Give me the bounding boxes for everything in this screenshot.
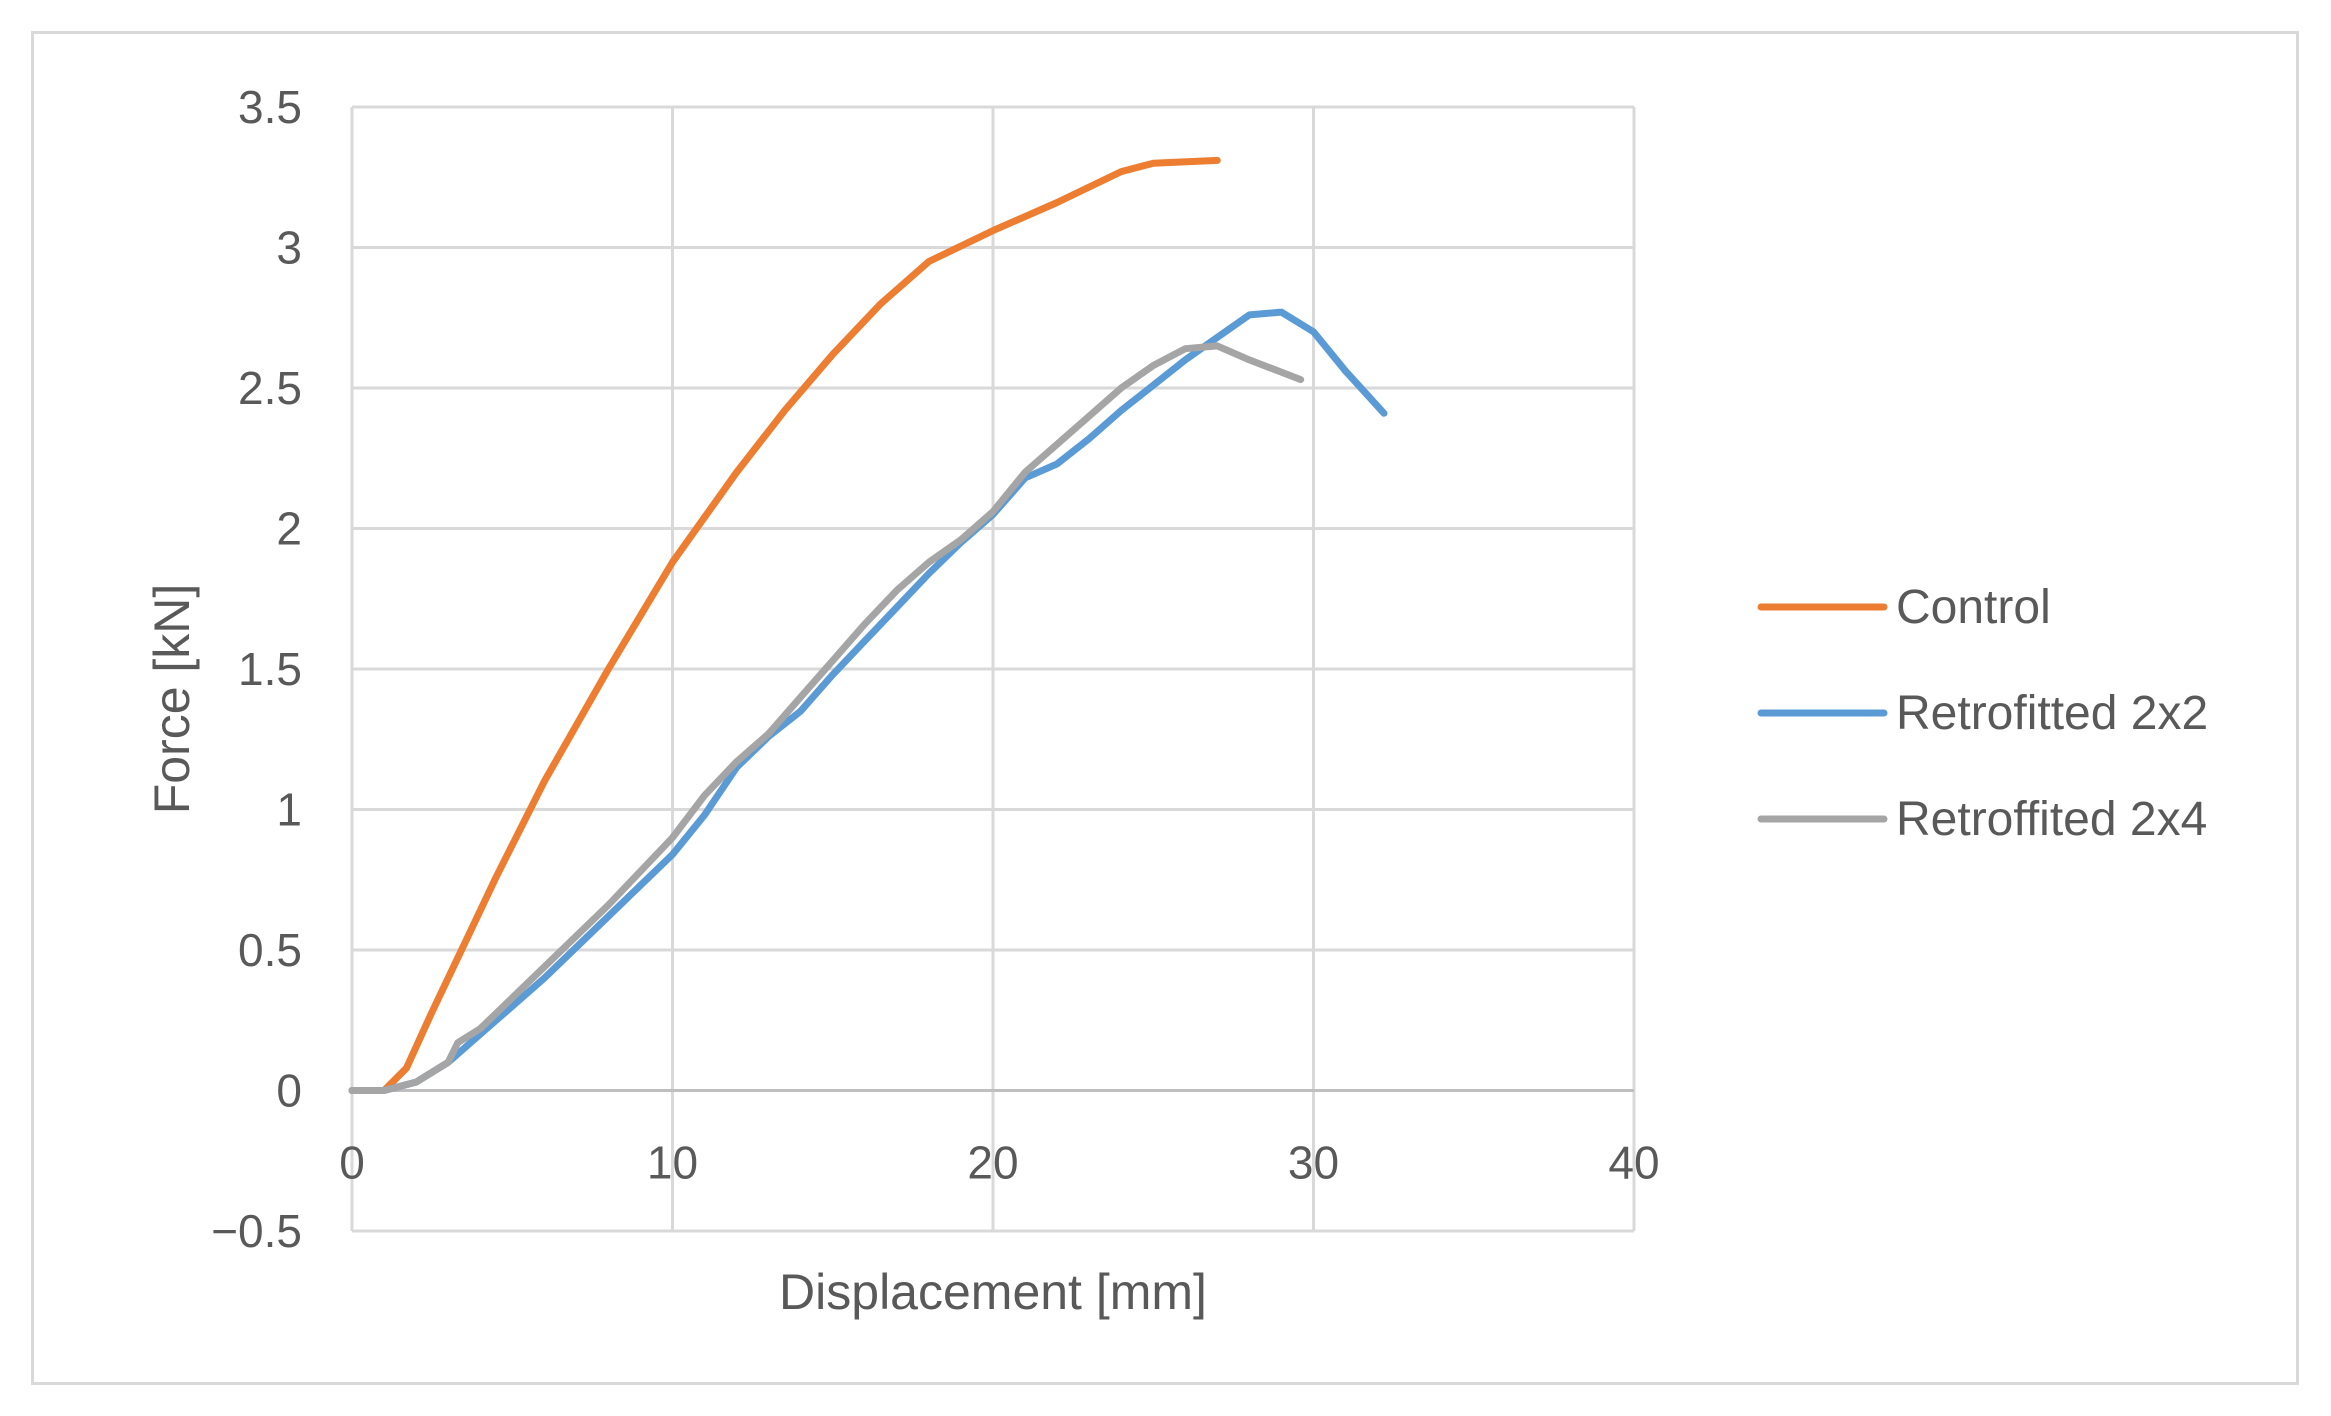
y-tick-label-1: 0 [276, 1065, 302, 1117]
line-chart: 0 10 20 30 40 −0.5 0 0.5 1 1.5 2 2.5 3 3.5 Displacem… [144, 81, 2208, 1320]
series-line-retroffited-2x4 [348, 342, 1305, 1094]
legend-label-1: Retrofitted 2x2 [1896, 687, 2208, 740]
y-tick-label-7: 3 [276, 222, 302, 274]
series-line-control [348, 156, 1221, 1094]
y-tick-label-3: 1 [276, 784, 302, 836]
y-tick-label-2: 0.5 [238, 924, 302, 976]
y-tick-label-5: 2 [276, 503, 302, 555]
y-tick-labels: −0.5 0 0.5 1 1.5 2 2.5 3 3.5 [211, 81, 302, 1257]
y-axis-title: Force [kN] [144, 584, 200, 815]
gridlines [350, 105, 1636, 1233]
chart-frame: 0 10 20 30 40 −0.5 0 0.5 1 1.5 2 2.5 3 3.5 Displacem… [31, 31, 2299, 1385]
x-axis-title: Displacement [mm] [779, 1264, 1207, 1320]
x-tick-label-1: 10 [647, 1137, 698, 1189]
legend-label-0: Control [1896, 581, 2051, 634]
legend-label-2: Retroffited 2x4 [1896, 793, 2207, 846]
y-tick-label-8: 3.5 [238, 81, 302, 133]
y-tick-label-6: 2.5 [238, 362, 302, 414]
series-lines [348, 156, 1388, 1094]
x-tick-label-2: 20 [967, 1137, 1018, 1189]
legend: Control Retrofitted 2x2 Retroffited 2x4 [1757, 581, 2208, 846]
x-tick-label-0: 0 [339, 1137, 365, 1189]
series-line-retrofitted-2x2 [348, 308, 1388, 1094]
x-tick-label-3: 30 [1288, 1137, 1339, 1189]
y-tick-label-0: −0.5 [211, 1205, 302, 1257]
y-tick-label-4: 1.5 [238, 643, 302, 695]
x-tick-labels: 0 10 20 30 40 [339, 1137, 1659, 1189]
x-tick-label-4: 40 [1608, 1137, 1659, 1189]
